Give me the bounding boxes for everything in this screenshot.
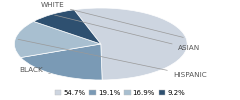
Text: BLACK: BLACK [19,67,50,74]
Text: WHITE: WHITE [41,2,183,37]
Text: HISPANIC: HISPANIC [18,39,207,78]
Wedge shape [74,8,187,80]
Wedge shape [21,44,102,80]
Wedge shape [14,21,101,58]
Wedge shape [34,10,101,44]
Legend: 54.7%, 19.1%, 16.9%, 9.2%: 54.7%, 19.1%, 16.9%, 9.2% [54,89,186,96]
Text: ASIAN: ASIAN [54,15,200,51]
